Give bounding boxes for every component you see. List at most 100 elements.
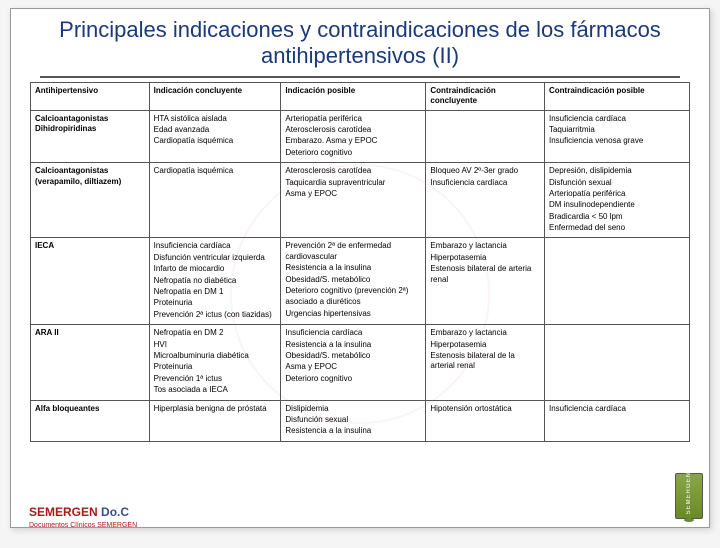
- contraindication-concluyente: Embarazo y lactancia HiperpotasemiaEsteno…: [426, 238, 545, 325]
- indication-concluyente: Hiperplasia benigna de próstata: [149, 400, 281, 441]
- footer-brand: SEMERGEN Do.C: [29, 505, 129, 519]
- cell-line: Deterioro cognitivo: [285, 374, 421, 384]
- cell-line: Disfunción sexual: [549, 178, 685, 188]
- cell-line: Proteinuria: [154, 362, 277, 372]
- cell-line: Nefropatía no diabética: [154, 276, 277, 286]
- drug-name: ARA II: [31, 325, 150, 400]
- contraindication-posible: Insuficiencia cardíacaTaquiarritmiaInsuf…: [544, 110, 689, 163]
- cell-line: Arteriopatía periférica: [549, 189, 685, 199]
- cell-line: Hiperpotasemia: [430, 253, 540, 263]
- cell-line: Prevención 1ª ictus: [154, 374, 277, 384]
- brand-right: Do.C: [101, 505, 129, 519]
- cell-line: Obesidad/S. metabólico: [285, 351, 421, 361]
- cell-line: Disfunción sexual: [285, 415, 421, 425]
- drug-name: Alfa bloqueantes: [31, 400, 150, 441]
- cell-line: Embarazo. Asma y EPOC: [285, 136, 421, 146]
- col-header: Antihipertensivo: [31, 82, 150, 110]
- contraindication-concluyente: Embarazo y lactanciaHiperpotasemiaEsteno…: [426, 325, 545, 400]
- cell-line: Tos asociada a IECA: [154, 385, 277, 395]
- cell-line: Resistencia a la insulina: [285, 263, 421, 273]
- cell-line: Proteinuria: [154, 298, 277, 308]
- cell-line: Edad avanzada: [154, 125, 277, 135]
- cell-line: Insuficiencia cardíaca: [549, 114, 685, 124]
- cell-line: Resistencia a la insulina: [285, 340, 421, 350]
- cell-line: Bradicardia < 50 lpm: [549, 212, 685, 222]
- cell-line: Estenosis bilateral de la arterial renal: [430, 351, 540, 372]
- title-underline: [40, 76, 680, 78]
- cell-line: Enfermedad del seno: [549, 223, 685, 233]
- indication-concluyente: Cardiopatía isquémica: [149, 163, 281, 238]
- cell-line: Aterosclerosis carotídea: [285, 166, 421, 176]
- contraindication-posible: Insuficiencia cardíaca: [544, 400, 689, 441]
- logo-text: SEMERGEN: [686, 472, 692, 514]
- col-header: Indicación posible: [281, 82, 426, 110]
- cell-line: Asma y EPOC: [285, 189, 421, 199]
- cell-line: Estenosis bilateral de arteria renal: [430, 264, 540, 285]
- table-header-row: Antihipertensivo Indicación concluyente …: [31, 82, 690, 110]
- table-row: IECA Insuficiencia cardíaca Disfunción ven…: [31, 238, 690, 325]
- cell-line: DM insulinodependiente: [549, 200, 685, 210]
- cell-line: Arteriopatía periférica: [285, 114, 421, 124]
- cell-line: Embarazo y lactancia: [430, 241, 540, 251]
- cell-line: Bloqueo AV 2º-3er grado: [430, 166, 540, 176]
- cell-line: Dislipidemia: [285, 404, 421, 414]
- drug-table: Antihipertensivo Indicación concluyente …: [30, 82, 690, 442]
- cell-line: Aterosclerosis carotídea: [285, 125, 421, 135]
- col-header: Indicación concluyente: [149, 82, 281, 110]
- cell-line: Nefropatía en DM 1: [154, 287, 277, 297]
- cell-line: Insuficiencia cardíaca: [285, 328, 421, 338]
- cell-line: Deterioro cognitivo (prevención 2ª): [285, 286, 421, 296]
- cell-line: Hipotensión ortostática: [430, 404, 540, 414]
- contraindication-posible: [544, 325, 689, 400]
- cell-line: Cardiopatía isquémica: [154, 166, 277, 176]
- contraindication-concluyente: Hipotensión ortostática: [426, 400, 545, 441]
- cell-line: Prevención 2ª ictus (con tiazidas): [154, 310, 277, 320]
- table-row: Calcioantagonistas (verapamilo, diltiaze…: [31, 163, 690, 238]
- right-logo: SEMERGEN: [675, 473, 703, 519]
- cell-line: Insuficiencia venosa grave: [549, 136, 685, 146]
- indication-concluyente: Insuficiencia cardíaca Disfunción ventric…: [149, 238, 281, 325]
- table-row: Alfa bloqueantes Hiperplasia benigna de p…: [31, 400, 690, 441]
- slide: Principales indicaciones y contraindicac…: [10, 8, 710, 528]
- indication-concluyente: HTA sistólica aisladaEdad avanzadaCardio…: [149, 110, 281, 163]
- cell-line: Resistencia a la insulina: [285, 426, 421, 436]
- cell-line: Deterioro cognitivo: [285, 148, 421, 158]
- cell-line: Obesidad/S. metabólico: [285, 275, 421, 285]
- cell-line: HTA sistólica aislada: [154, 114, 277, 124]
- cell-line: Disfunción ventricular izquierda: [154, 253, 277, 263]
- drug-name: IECA: [31, 238, 150, 325]
- cell-line: Urgencias hipertensivas: [285, 309, 421, 319]
- indication-posible: Aterosclerosis carotídea Taquicardia supr…: [281, 163, 426, 238]
- table-row: Calcioantagonistas DihidropiridinasHTA s…: [31, 110, 690, 163]
- contraindication-concluyente: Bloqueo AV 2º-3er grado Insuficiencia car…: [426, 163, 545, 238]
- cell-line: Microalbuminuria diabética: [154, 351, 277, 361]
- cell-line: Insuficiencia cardíaca: [154, 241, 277, 251]
- indication-posible: Arteriopatía periféricaAterosclerosis ca…: [281, 110, 426, 163]
- drug-name: Calcioantagonistas (verapamilo, diltiaze…: [31, 163, 150, 238]
- col-header: Contraindicación posible: [544, 82, 689, 110]
- cell-line: Taquiarritmia: [549, 125, 685, 135]
- cell-line: Hiperpotasemia: [430, 340, 540, 350]
- indication-posible: Prevención 2ª de enfermedad cardiovascul…: [281, 238, 426, 325]
- contraindication-concluyente: [426, 110, 545, 163]
- cell-line: Prevención 2ª de enfermedad cardiovascul…: [285, 241, 421, 262]
- cell-line: Depresión, dislipidemia: [549, 166, 685, 176]
- drug-name: Calcioantagonistas Dihidropiridinas: [31, 110, 150, 163]
- indication-posible: DislipidemiaDisfunción sexualResistencia…: [281, 400, 426, 441]
- cell-line: Infarto de miocardio: [154, 264, 277, 274]
- cell-line: Asma y EPOC: [285, 362, 421, 372]
- cell-line: asociado a diuréticos: [285, 297, 421, 307]
- col-header: Contraindicación concluyente: [426, 82, 545, 110]
- indication-concluyente: Nefropatía en DM 2HVIMicroalbuminuria di…: [149, 325, 281, 400]
- cell-line: Hiperplasia benigna de próstata: [154, 404, 277, 414]
- brand-left: SEMERGEN: [29, 505, 98, 519]
- cell-line: HVI: [154, 340, 277, 350]
- contraindication-posible: [544, 238, 689, 325]
- cell-line: Insuficiencia cardíaca: [430, 178, 540, 188]
- cell-line: Insuficiencia cardíaca: [549, 404, 685, 414]
- indication-posible: Insuficiencia cardíaca Resistencia a la i…: [281, 325, 426, 400]
- table-row: ARA IINefropatía en DM 2HVIMicroalbuminu…: [31, 325, 690, 400]
- cell-line: Taquicardia supraventricular: [285, 178, 421, 188]
- footer-subtitle: Documentos Clínicos SEMERGEN: [29, 522, 137, 529]
- cell-line: Cardiopatía isquémica: [154, 136, 277, 146]
